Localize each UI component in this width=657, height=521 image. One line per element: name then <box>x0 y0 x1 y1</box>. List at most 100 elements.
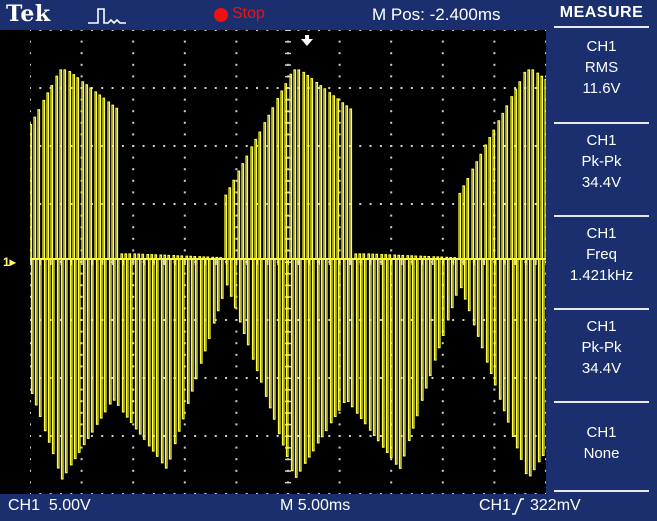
graticule-dot <box>235 353 238 356</box>
graticule-dot <box>59 30 62 31</box>
graticule-dot <box>256 87 259 89</box>
measure-type: Pk-Pk <box>581 153 622 170</box>
graticule-dot <box>30 52 31 55</box>
graticule-dot <box>545 365 546 368</box>
graticule-dot <box>514 87 517 89</box>
graticule-dot <box>390 237 393 240</box>
graticule-dot <box>431 87 434 89</box>
graticule-dot <box>132 295 135 298</box>
graticule-tick <box>431 259 434 265</box>
graticule-dot <box>204 87 207 89</box>
menu-divider <box>554 122 649 124</box>
graticule-dot <box>39 435 42 437</box>
graticule-dot <box>390 121 393 124</box>
graticule-dot <box>452 435 455 437</box>
graticule-dot <box>545 411 546 414</box>
graticule-dot <box>183 365 186 368</box>
graticule-dot <box>379 87 382 89</box>
graticule-dot <box>297 30 300 31</box>
graticule-dot <box>132 40 135 43</box>
graticule-dot <box>338 121 341 124</box>
graticule-dot <box>441 469 444 472</box>
graticule-dot <box>142 87 145 89</box>
graticule-dot <box>472 493 475 494</box>
graticule-tick <box>401 259 403 265</box>
graticule-dot <box>183 156 186 159</box>
graticule-dot <box>235 365 238 368</box>
graticule-dot <box>235 87 238 89</box>
graticule-dot <box>452 145 455 147</box>
graticule-dot <box>338 168 341 171</box>
graticule-dot <box>431 203 434 205</box>
graticule-dot <box>80 40 83 43</box>
graticule-dot <box>452 203 455 205</box>
graticule-dot <box>132 493 135 494</box>
graticule-dot <box>183 145 186 147</box>
graticule-dot <box>410 87 413 89</box>
graticule-dot <box>183 237 186 240</box>
graticule-dot <box>235 446 238 449</box>
graticule-dot <box>121 30 124 31</box>
graticule-dot <box>369 145 372 147</box>
graticule-dot <box>441 237 444 240</box>
graticule-tick <box>285 470 291 472</box>
graticule-dot <box>328 493 331 494</box>
measure-slot-3[interactable]: CH1 Freq 1.421kHz <box>546 223 657 286</box>
graticule-dot <box>379 203 382 205</box>
graticule-tick <box>285 133 291 136</box>
measure-slot-4[interactable]: CH1 Pk-Pk 34.4V <box>546 316 657 379</box>
graticule-dot <box>111 377 114 379</box>
graticule-dot <box>142 145 145 147</box>
graticule-dot <box>297 435 300 437</box>
graticule-dot <box>70 145 73 147</box>
graticule-dot <box>359 87 362 89</box>
graticule-dot <box>132 191 135 194</box>
graticule-dot <box>39 145 42 147</box>
graticule-dot <box>276 319 279 321</box>
measure-slot-2[interactable]: CH1 Pk-Pk 34.4V <box>546 130 657 193</box>
graticule-dot <box>142 203 145 205</box>
graticule-dot <box>359 435 362 437</box>
graticule-dot <box>493 423 496 426</box>
graticule-dot <box>390 469 393 472</box>
graticule-tick <box>163 259 166 265</box>
graticule-dot <box>163 203 166 205</box>
graticule-dot <box>80 481 83 484</box>
graticule-dot <box>30 110 31 113</box>
graticule-dot <box>297 319 300 321</box>
graticule-dot <box>235 203 238 205</box>
measure-value: 34.4V <box>581 360 622 377</box>
graticule-dot <box>70 493 73 494</box>
graticule-dot <box>524 493 527 494</box>
run-stop-icon <box>214 8 228 22</box>
graticule-dot <box>276 30 279 31</box>
graticule-dot <box>390 458 393 461</box>
measure-source: CH1 <box>586 424 617 441</box>
graticule-dot <box>410 377 413 379</box>
graticule-dot <box>235 75 238 78</box>
graticule-dot <box>30 40 31 43</box>
graticule-dot <box>276 493 279 494</box>
graticule-dot <box>183 342 186 345</box>
graticule-dot <box>348 435 351 437</box>
graticule-dot <box>80 272 83 275</box>
graticule-tick <box>285 52 291 55</box>
graticule-dot <box>276 435 279 437</box>
graticule-tick <box>483 259 486 265</box>
graticule-dot <box>524 30 527 31</box>
measure-slot-5[interactable]: CH1 None <box>546 422 657 464</box>
graticule-dot <box>483 30 486 31</box>
graticule-dot <box>514 319 517 321</box>
graticule-dot <box>441 249 444 252</box>
graticule-dot <box>235 469 238 472</box>
graticule-dot <box>545 75 546 78</box>
graticule-dot <box>441 52 444 55</box>
measure-value: 1.421kHz <box>569 267 634 284</box>
graticule-dot <box>545 353 546 356</box>
graticule-dot <box>359 203 362 205</box>
graticule-dot <box>493 493 496 494</box>
graticule-dot <box>379 30 382 31</box>
graticule-dot <box>390 145 393 147</box>
measure-slot-1[interactable]: CH1 RMS 11.6V <box>546 36 657 99</box>
